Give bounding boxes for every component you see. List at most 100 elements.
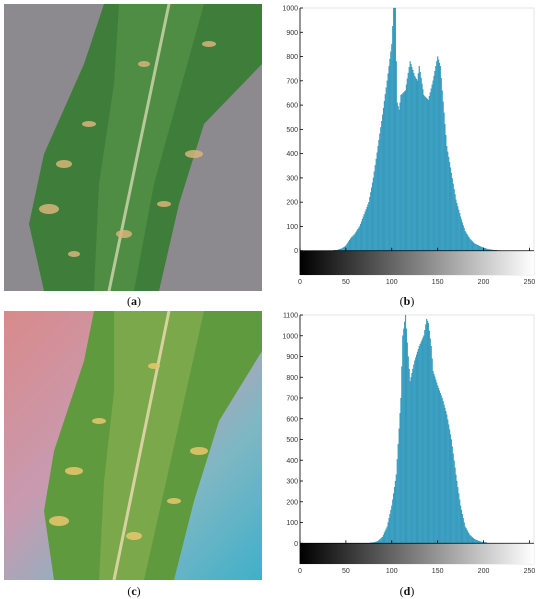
histogram-bar: [461, 222, 463, 251]
leaf-lesions: [39, 41, 216, 257]
grayscale-colorbar: [300, 543, 534, 564]
histogram-bar: [369, 197, 371, 251]
histogram-bar: [379, 539, 381, 544]
histogram-bar: [448, 156, 450, 251]
histogram-bar: [418, 346, 420, 544]
histogram-bar: [360, 223, 362, 251]
histogram-bar: [413, 72, 415, 251]
histogram-bar: [409, 61, 411, 251]
histogram-bar: [445, 411, 447, 544]
histogram-bar: [414, 75, 416, 251]
histogram-bar: [467, 235, 469, 251]
histogram-bar: [351, 236, 353, 251]
histogram-bar: [404, 91, 406, 251]
y-tick-label: 200: [286, 499, 298, 506]
histogram-bar: [415, 77, 417, 251]
histogram-bar: [393, 493, 395, 544]
histogram-bar: [465, 232, 467, 251]
histogram-bar: [382, 107, 385, 251]
histogram-bar: [430, 88, 432, 251]
histogram-bar: [430, 346, 432, 544]
histogram-bar: [438, 62, 441, 251]
histogram-bar: [394, 7, 396, 251]
histogram-bar: [353, 234, 355, 251]
y-tick-label: 400: [286, 458, 298, 465]
histogram-bar: [455, 474, 457, 544]
histogram-bar: [472, 538, 474, 544]
caption-b: (b): [399, 294, 415, 308]
histogram-bar: [469, 534, 471, 544]
histogram-bar: [449, 167, 452, 251]
histogram-bar: [395, 61, 397, 251]
histogram-bar: [393, 487, 396, 544]
y-tick-label: 100: [286, 224, 298, 231]
histogram-bar: [440, 78, 442, 251]
histogram-bar: [421, 339, 423, 544]
histogram-bar: [471, 240, 473, 251]
histogram-bar: [417, 348, 419, 544]
histogram-bar: [415, 79, 418, 251]
leaf-lesions: [49, 363, 208, 540]
histogram-bar: [460, 216, 462, 251]
histogram-bar: [382, 114, 384, 251]
histogram-bar: [471, 536, 473, 544]
histogram-bar: [420, 341, 422, 544]
histogram-bar: [386, 80, 388, 251]
histogram-bar: [474, 539, 476, 544]
histogram-bar: [471, 537, 474, 544]
histogram-bar: [428, 330, 430, 544]
histogram-bar: [419, 71, 421, 251]
histogram-bar: [450, 172, 452, 251]
histogram-bar: [481, 246, 483, 251]
histogram-bar: [476, 540, 478, 544]
histogram-bar: [381, 537, 383, 544]
histogram-bar: [460, 509, 463, 544]
histogram-bar: [408, 368, 410, 544]
histogram-bar: [416, 351, 419, 544]
y-tick-label: 800: [286, 54, 298, 61]
histogram-bar: [348, 241, 350, 251]
histogram-bar: [433, 373, 435, 544]
histogram-bar: [344, 246, 346, 251]
histogram-bar: [423, 335, 425, 544]
histogram-bar: [425, 324, 427, 544]
histogram-bar: [387, 522, 389, 544]
histogram-bar: [386, 526, 388, 544]
histogram-bar: [406, 78, 408, 251]
histogram-bar: [422, 337, 424, 544]
histogram-bar: [391, 505, 393, 544]
histogram-bar: [428, 96, 430, 251]
y-tick-label: 0: [294, 541, 298, 548]
histogram-bar: [416, 80, 419, 251]
x-tick-label: 150: [432, 568, 444, 575]
histogram-bar: [454, 467, 456, 544]
histogram-bar: [424, 96, 426, 251]
histogram-bar: [378, 139, 380, 251]
histogram-bar: [399, 102, 401, 251]
leaf-midrib: [107, 4, 171, 291]
histogram-bar: [419, 343, 421, 544]
histogram-bars: [370, 314, 487, 544]
histogram-bar: [432, 80, 434, 251]
leaf-photo-enhanced: [4, 311, 262, 580]
histogram-bar: [458, 209, 460, 251]
y-tick-label: 400: [286, 151, 298, 158]
caption-c: (c): [127, 584, 141, 598]
leaf-photo-original: [4, 4, 262, 291]
histogram-bar: [401, 366, 403, 544]
histogram-bar: [400, 397, 402, 544]
histogram-bar: [387, 73, 389, 251]
histogram-bar: [472, 242, 474, 251]
histogram-bar: [469, 238, 471, 251]
y-tick-label: 1000: [282, 6, 298, 13]
histogram-bar: [447, 419, 449, 544]
histogram-bar: [464, 231, 466, 251]
histogram-bar: [406, 342, 408, 544]
x-tick-label: 250: [524, 568, 536, 575]
histogram-bar: [404, 321, 406, 544]
histogram-bar: [360, 221, 363, 251]
histogram-bar: [349, 238, 352, 251]
histogram-bar: [470, 535, 472, 544]
y-tick-label: 1100: [283, 313, 298, 320]
histogram-bar: [388, 66, 390, 251]
